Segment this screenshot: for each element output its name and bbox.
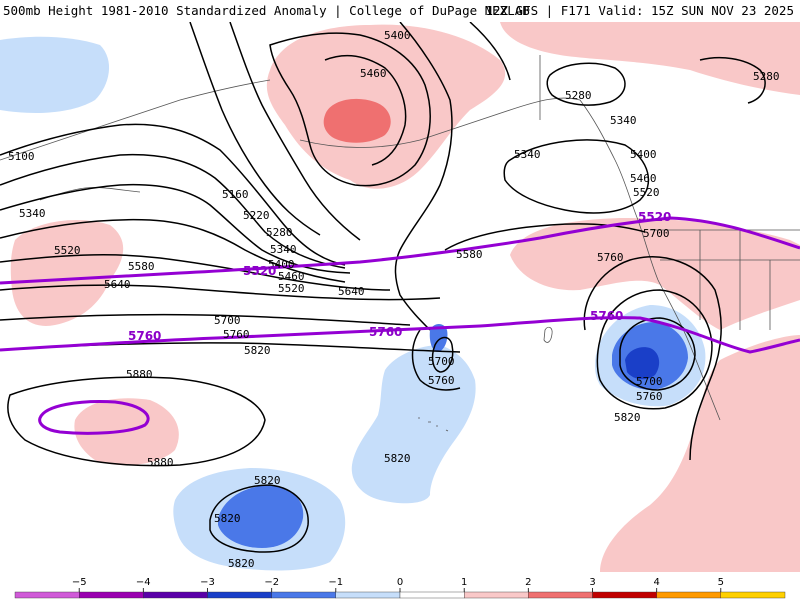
anomaly-positive-ne-pacific [510,218,800,330]
climo-label: 5520 [638,210,671,224]
colorbar-tick-label: −2 [264,577,279,588]
height-label: 5880 [147,456,174,469]
height-label: 5400 [630,148,657,161]
colorbar-swatch [207,591,272,599]
height-label: 5700 [428,355,455,368]
height-label: 5700 [636,375,663,388]
height-labels: 5400 5460 5100 5160 5220 5280 5340 5400 … [8,29,780,570]
height-label: 5820 [254,474,281,487]
height-label: 5880 [126,368,153,381]
height-label: 5340 [610,114,637,127]
forecast-map: 5400 5460 5100 5160 5220 5280 5340 5400 … [0,22,800,572]
height-label: 5460 [278,270,305,283]
anomaly-positive-mexico [600,335,800,572]
anomaly-positive-pacific-west [10,220,124,326]
height-label: 5520 [54,244,81,257]
anomaly-colorbar: −5 −4 −3 −2 −1 0 1 2 3 4 5 [14,577,786,599]
height-label: 5700 [214,314,241,327]
anomaly-strong-negative-socal [625,347,660,380]
height-label: 5400 [384,29,411,42]
height-label: 5760 [428,374,455,387]
height-label: 5460 [360,67,387,80]
colorbar-tick-label: 2 [525,577,531,588]
height-label: 5340 [270,243,297,256]
height-label: 5760 [636,390,663,403]
anomaly-negative-hawaii [351,345,476,504]
height-label: 5820 [214,512,241,525]
colorbar-tick-label: 4 [654,577,660,588]
climo-5760 [0,316,800,354]
height-label: 5280 [266,226,293,239]
colorbar-tick-label: −3 [200,577,215,588]
colorbar-swatch [399,591,465,599]
height-label: 5340 [514,148,541,161]
climo-5520 [0,216,800,285]
anomaly-strong-positive-alaska [323,98,391,143]
height-label: 5700 [643,227,670,240]
height-label: 5820 [384,452,411,465]
anomaly-mid-negative-south-pacific [218,485,304,548]
colorbar-tick-label: −5 [72,577,87,588]
colorbar-swatch [528,591,593,599]
height-label: 5460 [630,172,657,185]
height-label: 5400 [268,258,295,271]
colorbar-tick-label: −1 [328,577,343,588]
colorbar-tick-label: −4 [136,577,151,588]
height-label: 5760 [597,251,624,264]
colorbar-swatch [335,591,401,599]
climo-labels: 5520 5520 5760 5760 5760 [128,210,671,343]
height-label: 5580 [456,248,483,261]
valid-time-label: 12Z GFS | F171 Valid: 15Z SUN NOV 23 202… [485,3,794,18]
anomaly-negative-bering [0,36,110,113]
height-label: 5520 [633,186,660,199]
height-label: 5100 [8,150,35,163]
height-label: 5640 [338,285,365,298]
colorbar-tick-label: 0 [397,577,403,588]
height-label: 5160 [222,188,249,201]
climo-label: 5760 [590,309,623,323]
height-label: 5280 [565,89,592,102]
product-title: 500mb Height 1981-2010 Standardized Anom… [3,3,530,18]
anomaly-positive-east [500,22,800,95]
height-contours [0,22,766,553]
height-label: 5520 [278,282,305,295]
colorbar-swatch [720,591,786,599]
climo-label: 5520 [243,264,276,278]
colorbar-tick-label: 3 [589,577,595,588]
colorbar-swatch [143,591,208,599]
colorbar-swatch [271,591,337,599]
height-label: 5760 [223,328,250,341]
height-label: 5640 [104,278,131,291]
anomaly-positive-alaska [266,24,506,189]
colorbar-swatch [78,591,144,599]
climo-lines [0,216,800,435]
colorbar-swatch [592,591,657,599]
climo-label: 5760 [128,329,161,343]
colorbar-swatch [656,591,722,599]
height-label: 5580 [128,260,155,273]
header-bar: 500mb Height 1981-2010 Standardized Anom… [0,0,800,22]
colorbar-blocks [14,591,786,599]
height-label: 5280 [753,70,780,83]
colorbar-swatch [464,591,529,599]
climo-label: 5760 [369,325,402,339]
anomaly-negative-hawaii-core [429,324,448,352]
colorbar-tick-label: 1 [461,577,467,588]
climo-5880-closed [38,400,150,435]
height-label: 5820 [614,411,641,424]
height-label: 5820 [228,557,255,570]
anomaly-shading [0,22,800,572]
height-label: 5820 [244,344,271,357]
height-label: 5340 [19,207,46,220]
colorbar-ticks: −5 −4 −3 −2 −1 0 1 2 3 4 5 [72,577,724,592]
colorbar-swatch [14,591,80,599]
colorbar-tick-label: 5 [718,577,724,588]
height-label: 5220 [243,209,270,222]
